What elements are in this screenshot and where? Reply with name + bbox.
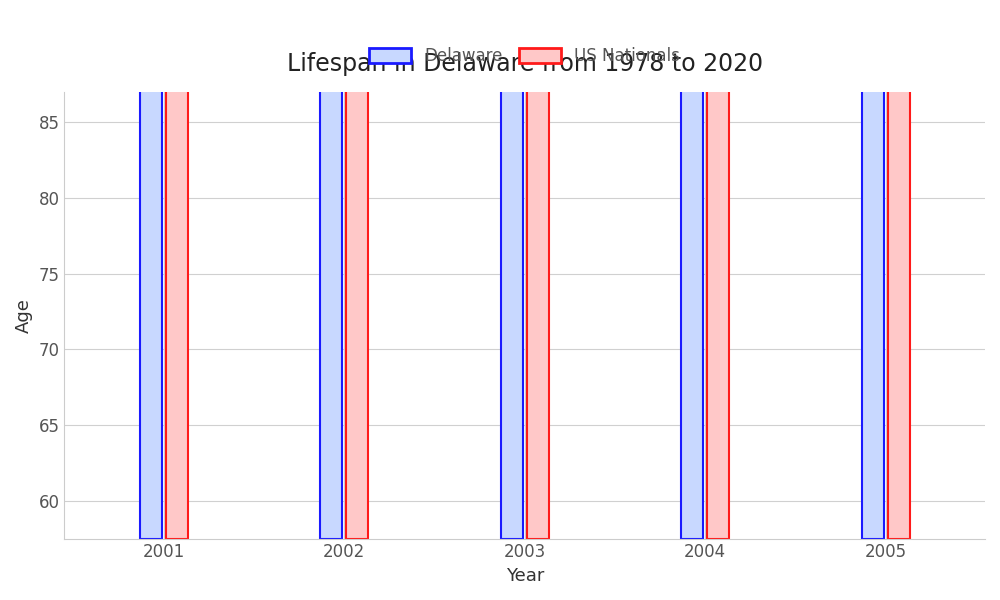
Bar	[888, 0, 910, 539]
Legend: Delaware, US Nationals: Delaware, US Nationals	[369, 47, 680, 65]
Bar	[527, 0, 549, 539]
Title: Lifespan in Delaware from 1978 to 2020: Lifespan in Delaware from 1978 to 2020	[287, 52, 763, 76]
Bar	[320, 0, 342, 539]
Bar	[140, 0, 162, 539]
Bar	[681, 0, 703, 539]
X-axis label: Year: Year	[506, 567, 544, 585]
Bar	[707, 0, 729, 539]
Bar	[862, 0, 884, 539]
Bar	[166, 0, 188, 539]
Bar	[501, 0, 523, 539]
Bar	[346, 0, 368, 539]
Y-axis label: Age: Age	[15, 298, 33, 333]
